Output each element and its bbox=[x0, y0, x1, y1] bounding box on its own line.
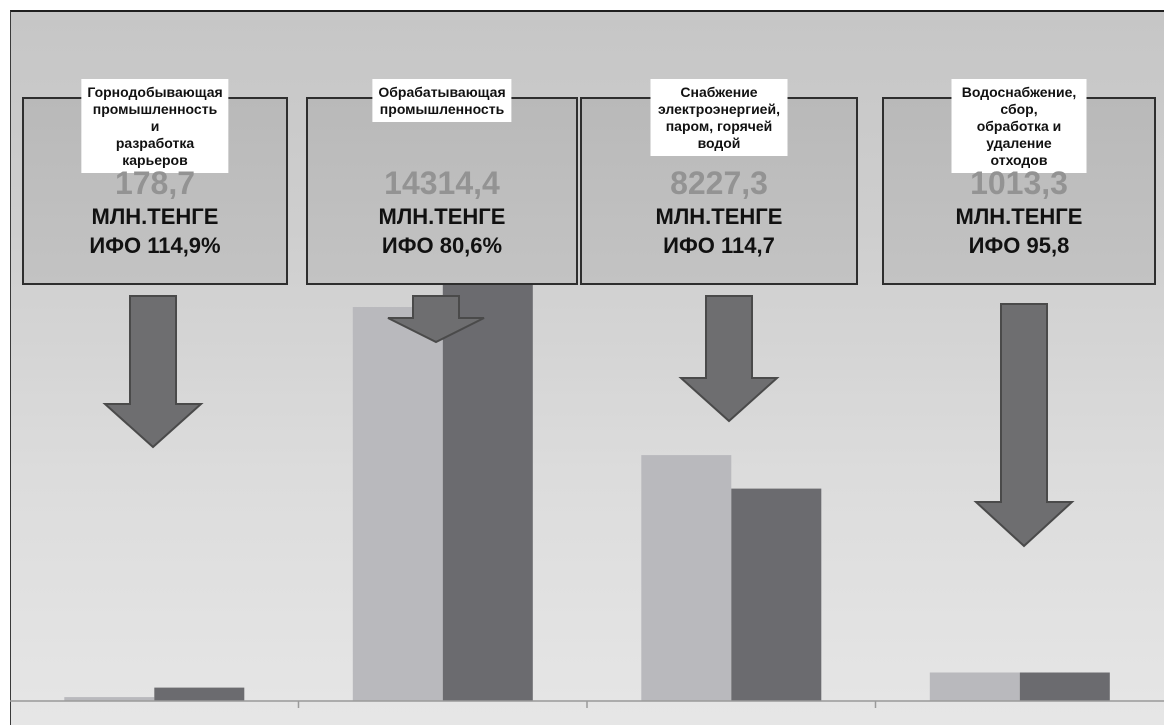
card-title: Обрабатывающая промышленность bbox=[372, 79, 512, 122]
card-mining: Горнодобывающая промышленность и разрабо… bbox=[22, 79, 288, 285]
card-ifo: ИФО 114,7 bbox=[663, 233, 775, 258]
card-ifo: ИФО 114,9% bbox=[89, 233, 221, 258]
down-arrow-icon bbox=[387, 295, 485, 344]
bar-series-a-2 bbox=[641, 455, 732, 701]
card-unit: МЛН.ТЕНГЕ bbox=[955, 204, 1083, 229]
card-unit: МЛН.ТЕНГЕ bbox=[655, 204, 783, 229]
axis-layer bbox=[10, 700, 1164, 708]
card-water: Водоснабжение, сбор, обработка и удалени… bbox=[882, 79, 1156, 285]
card-value: 178,7 bbox=[114, 165, 196, 201]
card-title: Горнодобывающая промышленность и разрабо… bbox=[81, 79, 229, 173]
bar-series-a-3 bbox=[929, 672, 1020, 701]
card-title: Снабжение электроэнергией, паром, горяче… bbox=[650, 79, 788, 156]
card-electricity: Снабжение электроэнергией, паром, горяче… bbox=[580, 79, 858, 285]
card-title: Водоснабжение, сбор, обработка и удалени… bbox=[951, 79, 1087, 173]
card-unit: МЛН.ТЕНГЕ bbox=[91, 204, 219, 229]
card-ifo: ИФО 95,8 bbox=[968, 233, 1070, 258]
card-ifo: ИФО 80,6% bbox=[381, 233, 503, 258]
card-manufacturing: Обрабатывающая промышленность 14314,4 МЛ… bbox=[306, 79, 578, 285]
down-arrow-icon bbox=[678, 295, 780, 423]
card-value: 14314,4 bbox=[384, 165, 500, 201]
bar-series-a-0 bbox=[64, 697, 155, 701]
bars-layer bbox=[64, 262, 1110, 701]
bar-series-b-1 bbox=[442, 262, 533, 701]
down-arrow-icon bbox=[102, 295, 204, 449]
card-value: 8227,3 bbox=[670, 165, 768, 201]
arrows-layer bbox=[102, 295, 1075, 548]
bar-series-b-0 bbox=[154, 687, 245, 701]
card-unit: МЛН.ТЕНГЕ bbox=[378, 204, 506, 229]
card-value: 1013,3 bbox=[970, 165, 1068, 201]
bar-series-a-1 bbox=[352, 307, 443, 701]
bar-series-b-3 bbox=[1019, 672, 1110, 701]
bar-series-b-2 bbox=[731, 488, 822, 701]
down-arrow-icon bbox=[973, 303, 1075, 548]
